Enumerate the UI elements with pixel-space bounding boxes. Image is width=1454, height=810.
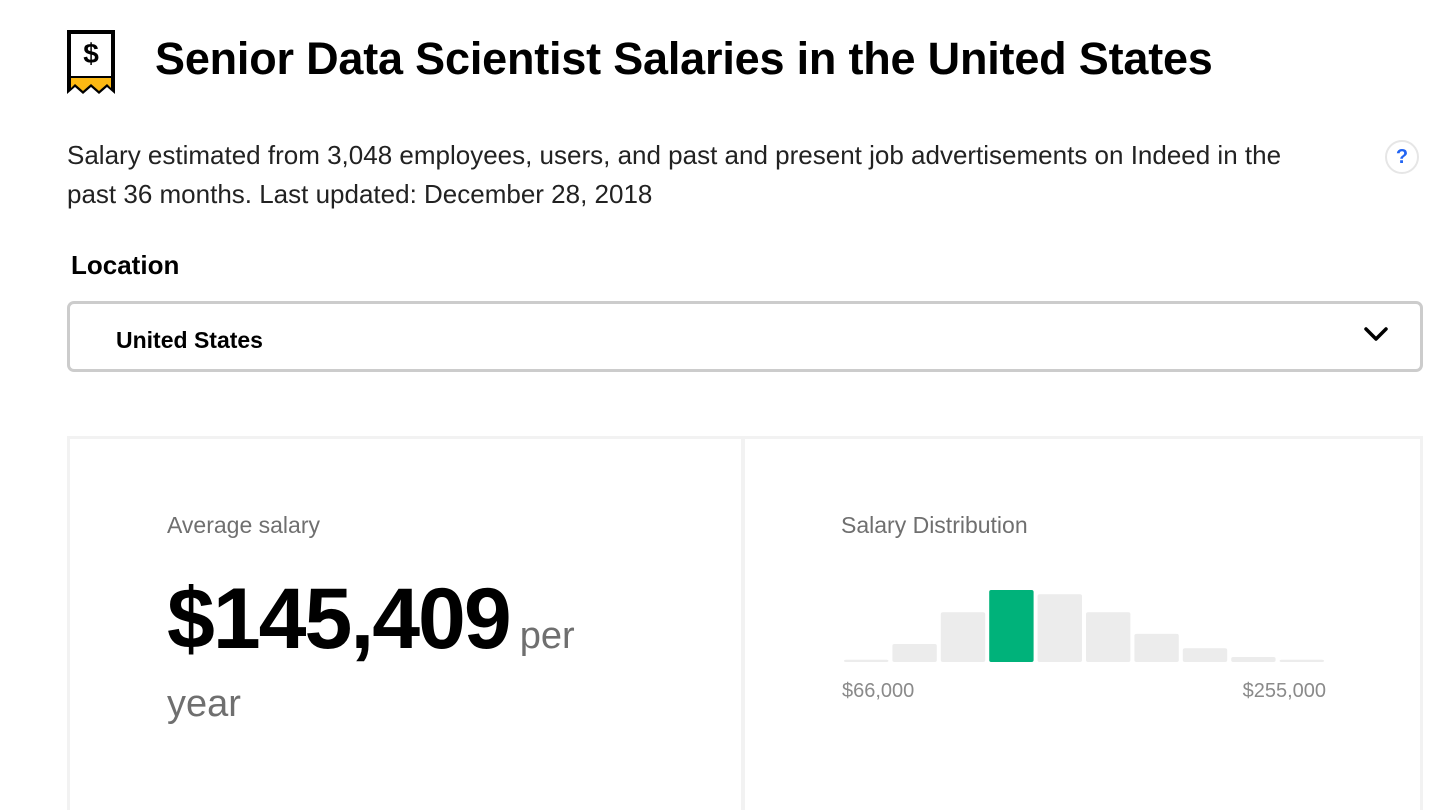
page-title: Senior Data Scientist Salaries in the Un… bbox=[155, 33, 1213, 84]
histogram-min-label: $66,000 bbox=[842, 680, 915, 702]
salary-period: per year bbox=[167, 615, 575, 725]
histogram-bar bbox=[940, 612, 986, 662]
salary-description: Salary estimated from 3,048 employees, u… bbox=[67, 140, 1282, 209]
histogram-max-label: $255,000 bbox=[1242, 680, 1326, 702]
histogram-bar bbox=[1037, 594, 1082, 662]
salary-receipt-icon: $ bbox=[67, 30, 115, 96]
histogram-bar bbox=[892, 644, 937, 662]
help-button[interactable]: ? bbox=[1385, 140, 1419, 174]
location-selected-value: United States bbox=[116, 327, 263, 353]
histogram-bar bbox=[1134, 633, 1179, 662]
histogram-bar bbox=[1182, 648, 1228, 662]
location-select[interactable]: United States bbox=[67, 301, 1423, 372]
svg-text:$: $ bbox=[83, 38, 99, 69]
average-salary-label: Average salary bbox=[167, 512, 320, 538]
histogram-bar bbox=[1279, 659, 1324, 662]
histogram-bar bbox=[1086, 612, 1131, 662]
histogram-bar-average bbox=[989, 590, 1034, 662]
chevron-down-icon bbox=[1364, 327, 1388, 341]
average-salary-value: $145,409 per year bbox=[167, 576, 637, 742]
histogram-bar bbox=[844, 659, 889, 662]
salary-histogram bbox=[844, 590, 1324, 662]
average-salary-card: Average salary $145,409 per year bbox=[67, 436, 744, 810]
histogram-bar bbox=[1231, 657, 1276, 662]
salary-distribution-card: Salary Distribution $66,000 $255,000 bbox=[742, 436, 1423, 810]
location-label: Location bbox=[71, 250, 180, 280]
salary-amount: $145,409 bbox=[167, 571, 512, 667]
salary-distribution-label: Salary Distribution bbox=[841, 512, 1028, 538]
